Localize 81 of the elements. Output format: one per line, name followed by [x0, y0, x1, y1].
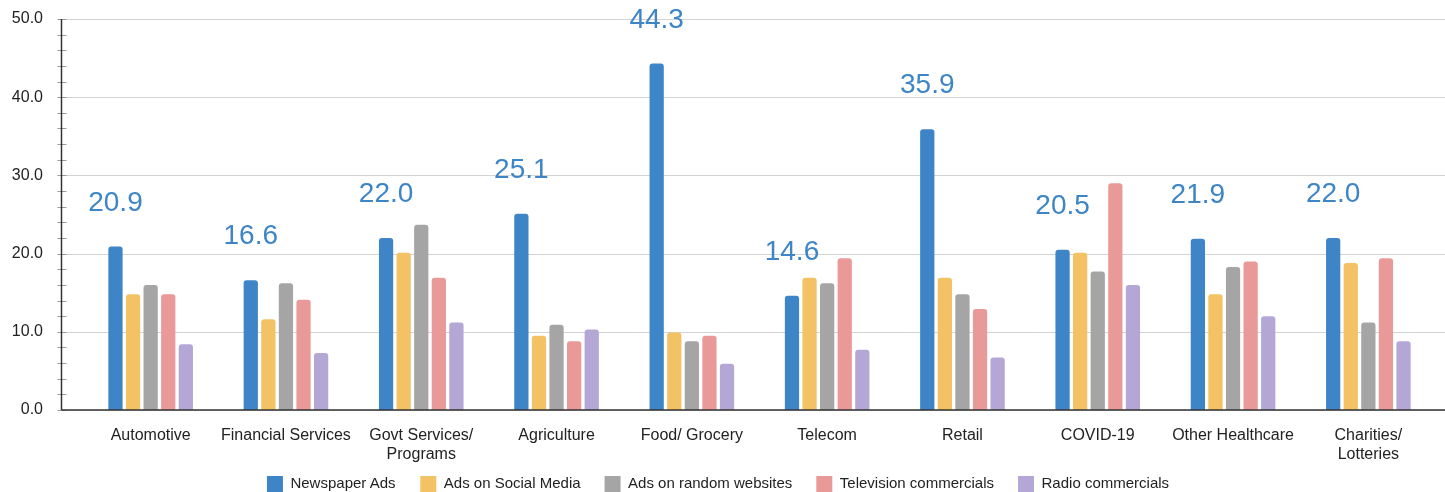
bar: [855, 349, 870, 410]
bar: [920, 129, 935, 410]
bar: [549, 324, 564, 410]
bar: [820, 283, 835, 410]
bar: [431, 277, 446, 410]
y-tick-label: 0.0: [20, 400, 44, 418]
bar: [449, 322, 464, 410]
bar: [784, 295, 800, 410]
bar: [178, 344, 193, 410]
legend-label: Ads on Social Media: [443, 474, 582, 492]
bar: [1361, 322, 1376, 410]
data-label: 14.6: [764, 234, 820, 266]
x-tick-label: Automotive: [110, 426, 191, 444]
bar: [719, 363, 735, 410]
x-tick-label: Govt Services/ Programs: [369, 426, 474, 463]
bar: [314, 352, 329, 410]
data-label: 20.5: [1035, 188, 1090, 220]
bar: [684, 341, 699, 410]
bar: [125, 294, 141, 410]
bar: [278, 283, 294, 410]
bar: [1243, 261, 1258, 410]
legend-label: Ads on random websites: [628, 474, 793, 492]
bar: [802, 277, 817, 410]
data-label: 20.9: [88, 185, 143, 217]
bar: [161, 294, 176, 410]
x-tick-label: Retail: [942, 426, 983, 444]
bar: [1073, 252, 1088, 410]
data-label: 22.0: [1305, 176, 1361, 208]
bar: [667, 332, 682, 410]
y-tick-label: 20.0: [11, 244, 44, 262]
x-tick-label: COVID-19: [1060, 426, 1135, 444]
bar: [396, 252, 411, 410]
data-label: 25.1: [494, 152, 549, 184]
bar: [1190, 238, 1205, 410]
bar: [972, 309, 988, 410]
y-tick-label: 30.0: [11, 165, 44, 183]
bar: [1208, 294, 1223, 410]
bar: [990, 357, 1005, 410]
data-label: 22.0: [358, 176, 414, 208]
bar: [1108, 183, 1123, 410]
data-label: 21.9: [1170, 177, 1226, 209]
x-tick-label: Agriculture: [518, 426, 595, 444]
bar: [514, 213, 529, 410]
x-tick-label: Charities/ Lotteries: [1334, 426, 1403, 463]
bar: [1055, 249, 1070, 410]
bar: [1090, 271, 1105, 410]
bar: [1225, 266, 1241, 410]
bar: [243, 280, 258, 410]
bar: [955, 294, 970, 410]
bar: [837, 258, 852, 410]
bar: [1125, 284, 1141, 410]
data-label: 16.6: [223, 219, 279, 251]
bar: [296, 299, 311, 410]
x-tick-label: Telecom: [797, 426, 857, 444]
legend-label: Newspaper Ads: [290, 474, 396, 492]
bar: [143, 284, 158, 410]
bar: [1343, 262, 1358, 410]
bar: [414, 224, 429, 410]
bar: [1378, 258, 1394, 410]
bar: [937, 277, 952, 410]
bar: [378, 237, 394, 410]
bar: [584, 329, 599, 410]
x-tick-label: Financial Services: [221, 426, 351, 444]
y-tick-label: 10.0: [11, 322, 44, 340]
bar: [261, 319, 276, 410]
bar: [108, 246, 123, 410]
data-label: 35.9: [900, 68, 955, 100]
bar: [1261, 316, 1276, 410]
bar: [1396, 341, 1411, 410]
legend-label: Television commercials: [839, 474, 995, 492]
y-tick-label: 50.0: [11, 9, 44, 27]
x-tick-label: Other Healthcare: [1172, 426, 1295, 444]
bar: [1326, 237, 1341, 410]
bar: [702, 335, 717, 410]
legend-label: Radio commercials: [1041, 474, 1170, 492]
bar: [567, 341, 582, 410]
bar: [531, 335, 547, 410]
bar: [649, 63, 664, 410]
y-tick-label: 40.0: [11, 87, 44, 105]
data-label: 44.3: [629, 2, 684, 34]
x-tick-label: Food/ Grocery: [640, 426, 743, 444]
